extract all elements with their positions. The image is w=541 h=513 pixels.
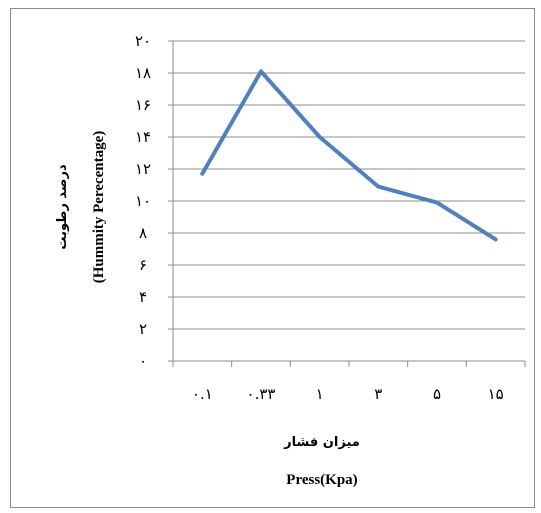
x-tick-label: ۰.۳۳ [247,385,276,403]
y-tick-label: ۱۶ [135,96,151,114]
chart-frame: ۰ ۲ ۴ ۶ ۸ ۱۰ ۱۲ ۱۴ ۱۶ ۱۸ ۲۰ ۰.۱ ۰.۳۳ ۱ ۳ ۵ ۱۵ میزان فشار… [10,8,535,508]
x-tick-label: ۱ [316,385,324,403]
y-tick-label: ۰ [139,352,147,370]
y-tick-label: ۴ [139,288,147,306]
x-axis-title-en: Press(Kpa) [286,472,357,488]
y-tick-label: ۱۴ [135,128,151,146]
y-tick-label: ۱۰ [135,192,151,210]
axes [168,40,526,367]
y-axis-title-fa: درصد رطوبت [55,164,70,250]
y-tick-label: ۶ [139,256,147,274]
line-chart: ۰ ۲ ۴ ۶ ۸ ۱۰ ۱۲ ۱۴ ۱۶ ۱۸ ۲۰ ۰.۱ ۰.۳۳ ۱ ۳ ۵ ۱۵ میزان فشار… [55,32,526,488]
x-tick-label: ۱۵ [488,385,504,403]
x-tick-label: ۵ [433,385,441,403]
x-tick-label: ۳ [374,385,382,403]
tick-labels: ۰ ۲ ۴ ۶ ۸ ۱۰ ۱۲ ۱۴ ۱۶ ۱۸ ۲۰ ۰.۱ ۰.۳۳ ۱ ۳ ۵ ۱۵ [135,32,504,403]
y-tick-label: ۸ [139,224,147,242]
gridlines [173,40,525,330]
series-line [200,69,498,242]
y-tick-label: ۱۲ [135,160,151,178]
y-tick-label: ۱۸ [135,64,151,82]
y-axis-title-en: (Hummity Perecentage) [91,131,107,284]
y-tick-label: ۲۰ [135,32,151,50]
series-layer [200,69,498,242]
x-tick-label: ۰.۱ [192,385,213,403]
x-axis-title-fa: میزان فشار [283,435,360,450]
y-tick-label: ۲ [139,320,147,338]
